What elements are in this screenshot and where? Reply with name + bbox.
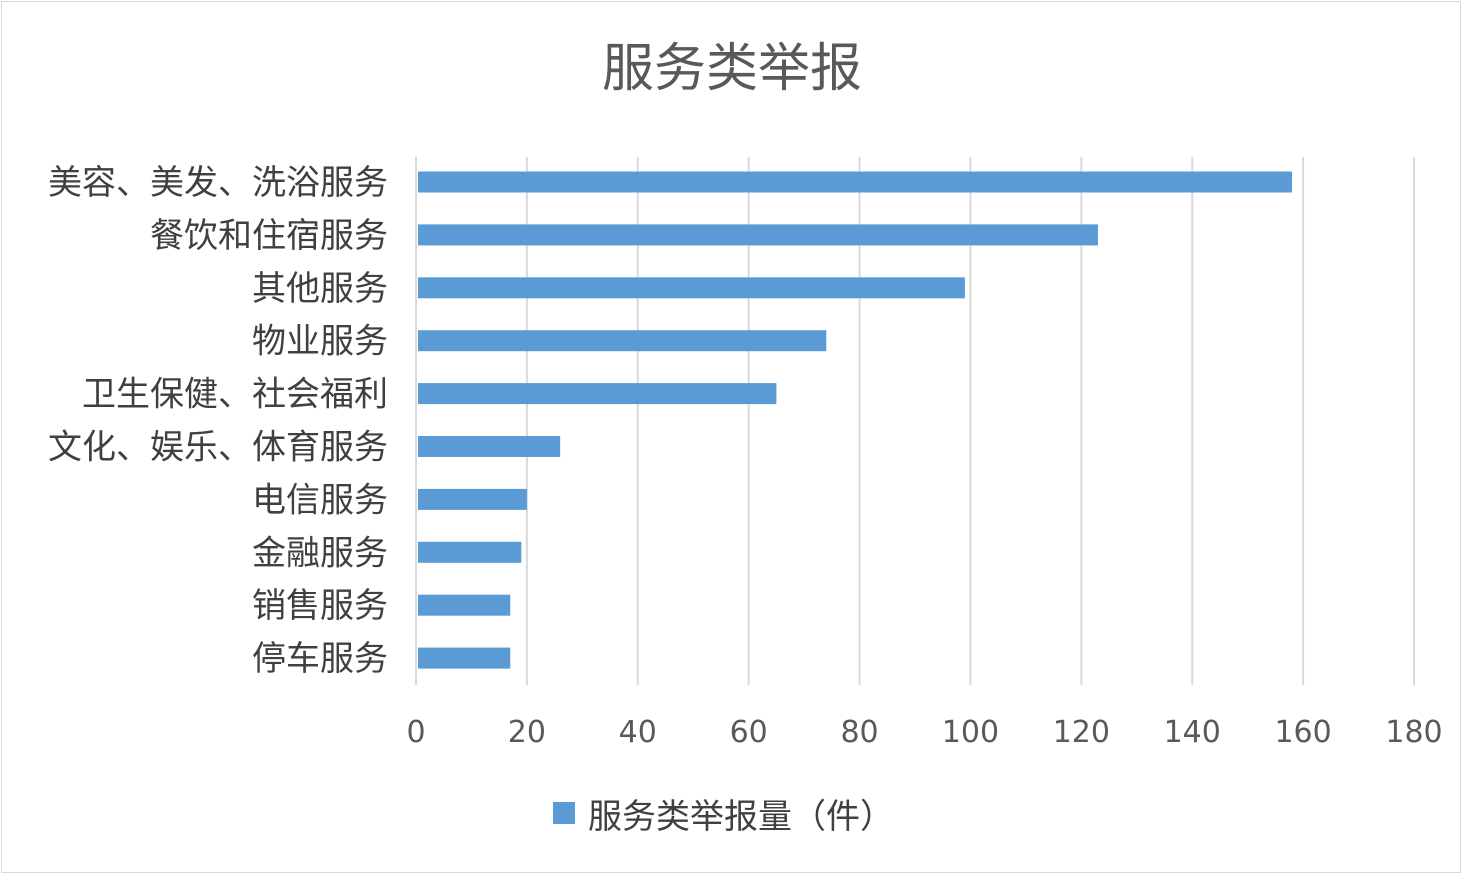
category-label: 销售服务 bbox=[252, 586, 388, 626]
bar bbox=[418, 277, 965, 299]
legend-label: 服务类举报量（件） bbox=[588, 797, 894, 837]
x-tick-label: 40 bbox=[619, 715, 657, 750]
x-tick-label: 140 bbox=[1164, 715, 1221, 750]
category-label: 物业服务 bbox=[252, 322, 388, 362]
x-tick-label: 160 bbox=[1274, 715, 1331, 750]
x-tick-label: 0 bbox=[406, 715, 425, 750]
bar bbox=[418, 488, 527, 510]
category-label: 卫生保健、社会福利 bbox=[82, 375, 388, 415]
category-label: 金融服务 bbox=[252, 533, 388, 573]
category-label: 美容、美发、洗浴服务 bbox=[48, 163, 388, 203]
x-tick-label: 180 bbox=[1385, 715, 1442, 750]
bar bbox=[418, 330, 827, 352]
bars bbox=[418, 171, 1293, 669]
x-tick-label: 20 bbox=[508, 715, 546, 750]
bar bbox=[418, 594, 511, 616]
legend: 服务类举报量（件） bbox=[553, 797, 894, 837]
x-tick-labels: 0 20 40 60 80 100 120 140 160 180 bbox=[406, 715, 1442, 750]
bar bbox=[418, 436, 561, 457]
bar bbox=[418, 647, 511, 669]
category-label: 文化、娱乐、体育服务 bbox=[48, 428, 388, 468]
category-labels: 美容、美发、洗浴服务餐饮和住宿服务其他服务物业服务卫生保健、社会福利文化、娱乐、… bbox=[48, 163, 388, 679]
category-label: 其他服务 bbox=[252, 269, 388, 309]
x-tick-label: 100 bbox=[942, 715, 999, 750]
legend-swatch bbox=[553, 802, 575, 824]
category-label: 餐饮和住宿服务 bbox=[150, 216, 388, 256]
chart-title: 服务类举报 bbox=[602, 39, 862, 99]
x-tick-label: 80 bbox=[840, 715, 878, 750]
bar bbox=[418, 224, 1098, 246]
bar bbox=[418, 541, 522, 563]
category-label: 电信服务 bbox=[252, 480, 388, 520]
x-tick-label: 120 bbox=[1053, 715, 1110, 750]
bar bbox=[418, 171, 1293, 193]
x-tick-label: 60 bbox=[730, 715, 768, 750]
category-label: 停车服务 bbox=[252, 639, 388, 679]
bar bbox=[418, 383, 777, 405]
